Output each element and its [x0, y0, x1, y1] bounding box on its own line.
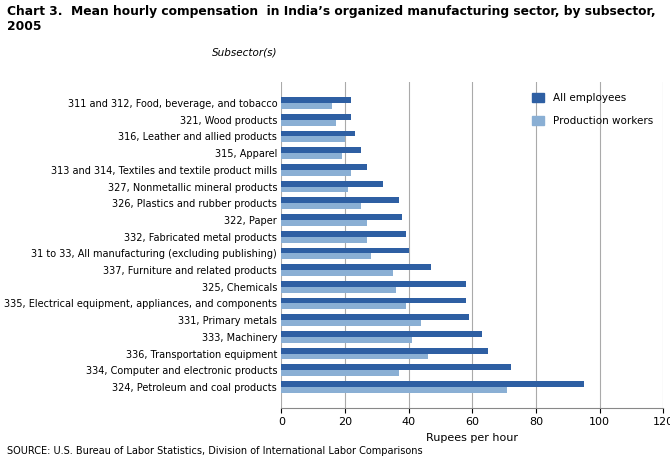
- Bar: [281, 281, 466, 287]
- Bar: [281, 270, 393, 276]
- Bar: [281, 348, 488, 354]
- Bar: [281, 331, 482, 337]
- Bar: [281, 170, 351, 176]
- Bar: [281, 237, 367, 243]
- Bar: [281, 214, 402, 220]
- Bar: [281, 387, 507, 393]
- Text: SOURCE: U.S. Bureau of Labor Statistics, Division of International Labor Compari: SOURCE: U.S. Bureau of Labor Statistics,…: [7, 446, 422, 456]
- Bar: [281, 220, 367, 226]
- Bar: [281, 247, 409, 253]
- Bar: [281, 147, 361, 153]
- Bar: [281, 381, 584, 387]
- Bar: [281, 97, 351, 103]
- Bar: [281, 120, 336, 125]
- Bar: [281, 304, 405, 309]
- Bar: [281, 164, 367, 170]
- Bar: [281, 203, 361, 209]
- Bar: [281, 370, 399, 376]
- Bar: [281, 365, 511, 370]
- Bar: [281, 320, 421, 326]
- Bar: [281, 337, 412, 343]
- Bar: [281, 197, 399, 203]
- Bar: [281, 153, 342, 159]
- Bar: [281, 181, 383, 186]
- Bar: [281, 253, 371, 259]
- Text: Chart 3.  Mean hourly compensation  in India’s organized manufacturing sector, b: Chart 3. Mean hourly compensation in Ind…: [7, 5, 655, 33]
- Bar: [281, 103, 332, 109]
- Legend: All employees, Production workers: All employees, Production workers: [527, 87, 658, 131]
- Bar: [281, 186, 348, 192]
- Text: Subsector(s): Subsector(s): [212, 48, 277, 57]
- X-axis label: Rupees per hour: Rupees per hour: [426, 433, 519, 443]
- Bar: [281, 264, 431, 270]
- Bar: [281, 287, 396, 293]
- Bar: [281, 231, 405, 237]
- Bar: [281, 354, 427, 360]
- Bar: [281, 298, 466, 304]
- Bar: [281, 136, 345, 142]
- Bar: [281, 314, 469, 320]
- Bar: [281, 114, 351, 120]
- Bar: [281, 131, 354, 136]
